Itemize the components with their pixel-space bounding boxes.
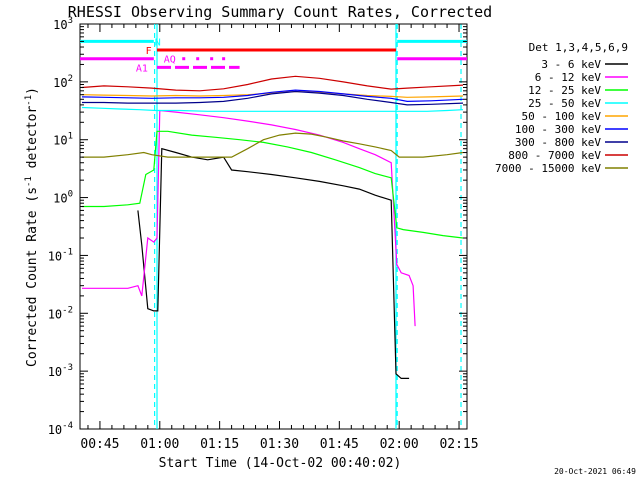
y-tick-base: 10 bbox=[53, 18, 67, 32]
series-line bbox=[137, 147, 410, 379]
x-axis-label: Start Time (14-Oct-02 00:40:02) bbox=[159, 456, 402, 471]
y-tick-exponent: 1 bbox=[68, 132, 73, 142]
y-axis-label-end: ) bbox=[25, 87, 40, 95]
y-tick-exponent: -1 bbox=[62, 247, 73, 257]
y-tick-base: 10 bbox=[53, 192, 67, 206]
legend-label: 100 - 300 keV bbox=[515, 123, 601, 136]
legend-label: 7000 - 15000 keV bbox=[495, 162, 601, 175]
aq-dot bbox=[222, 57, 226, 61]
flag-label-a1: A1 bbox=[136, 63, 148, 74]
vertical-markers bbox=[154, 24, 462, 429]
legend-label: 12 - 25 keV bbox=[528, 84, 601, 97]
y-tick-exponent: -3 bbox=[62, 363, 73, 373]
series-line bbox=[81, 75, 464, 92]
y-axis-label-sup2: -1 bbox=[24, 95, 34, 106]
y-tick-exponent: 2 bbox=[68, 74, 73, 84]
y-tick-exponent: 0 bbox=[68, 190, 73, 200]
y-axis-label-mid: detector bbox=[25, 106, 40, 177]
y-tick-label: 101 bbox=[53, 132, 73, 148]
series-line bbox=[82, 130, 464, 239]
y-tick-base: 10 bbox=[48, 365, 62, 379]
legend-label: 3 - 6 keV bbox=[541, 58, 601, 71]
legend-title: Det 1,3,4,5,6,9 bbox=[529, 41, 628, 54]
y-axis-label: Corrected Count Rate (s-1 detector-1) bbox=[24, 87, 40, 367]
aq-dot bbox=[210, 57, 214, 61]
series-line bbox=[82, 109, 416, 327]
y-tick-label: 102 bbox=[53, 74, 73, 90]
plot-frame bbox=[79, 23, 468, 430]
y-tick-base: 10 bbox=[53, 76, 67, 90]
series-lines bbox=[81, 75, 464, 379]
y-axis-label-main: Corrected Count Rate (s bbox=[25, 187, 40, 367]
series-line bbox=[82, 90, 464, 106]
aq-dot bbox=[196, 57, 200, 61]
series-line bbox=[81, 106, 464, 112]
y-tick-base: 10 bbox=[48, 307, 62, 321]
series-line bbox=[82, 132, 464, 158]
flag-label-aq: AQ bbox=[164, 55, 176, 66]
y-tick-base: 10 bbox=[48, 249, 62, 263]
y-tick-label: 100 bbox=[53, 190, 73, 206]
series-line bbox=[81, 89, 464, 103]
y-tick-label: 10-4 bbox=[48, 421, 73, 437]
flag-label-f: F bbox=[146, 46, 152, 57]
y-tick-base: 10 bbox=[48, 423, 62, 437]
x-axis-ticks: 00:45 01:00 01:15 01:30 01:45 02:00 02:15 bbox=[80, 24, 479, 452]
y-tick-exponent: -4 bbox=[62, 421, 73, 431]
flag-label-n: N bbox=[155, 37, 161, 48]
legend-label: 50 - 100 keV bbox=[522, 110, 602, 123]
y-tick-exponent: 3 bbox=[68, 16, 73, 26]
x-tick-label: 01:30 bbox=[260, 437, 299, 452]
legend-label: 25 - 50 keV bbox=[528, 97, 601, 110]
x-tick-label: 00:45 bbox=[80, 437, 119, 452]
y-axis-label-sup1: -1 bbox=[24, 176, 34, 187]
legend-label: 6 - 12 keV bbox=[535, 71, 602, 84]
x-tick-label: 02:15 bbox=[439, 437, 478, 452]
x-tick-label: 01:45 bbox=[320, 437, 359, 452]
x-tick-label: 01:15 bbox=[200, 437, 239, 452]
y-tick-label: 10-2 bbox=[48, 305, 73, 321]
footer-timestamp: 20-Oct-2021 06:49 bbox=[554, 467, 636, 476]
legend-label: 300 - 800 keV bbox=[515, 136, 601, 149]
flag-bars: NF AQ A1 bbox=[80, 37, 467, 74]
chart-title: RHESSI Observing Summary Count Rates, Co… bbox=[68, 3, 492, 21]
x-tick-label: 01:00 bbox=[140, 437, 179, 452]
x-tick-label: 02:00 bbox=[380, 437, 419, 452]
series-line bbox=[81, 90, 464, 98]
y-tick-base: 10 bbox=[53, 134, 67, 148]
y-tick-exponent: -2 bbox=[62, 305, 73, 315]
y-tick-label: 10-1 bbox=[48, 247, 73, 263]
aq-dot bbox=[182, 57, 186, 61]
legend-label: 800 - 7000 keV bbox=[508, 149, 601, 162]
y-tick-label: 103 bbox=[53, 16, 73, 32]
y-tick-label: 10-3 bbox=[48, 363, 73, 379]
